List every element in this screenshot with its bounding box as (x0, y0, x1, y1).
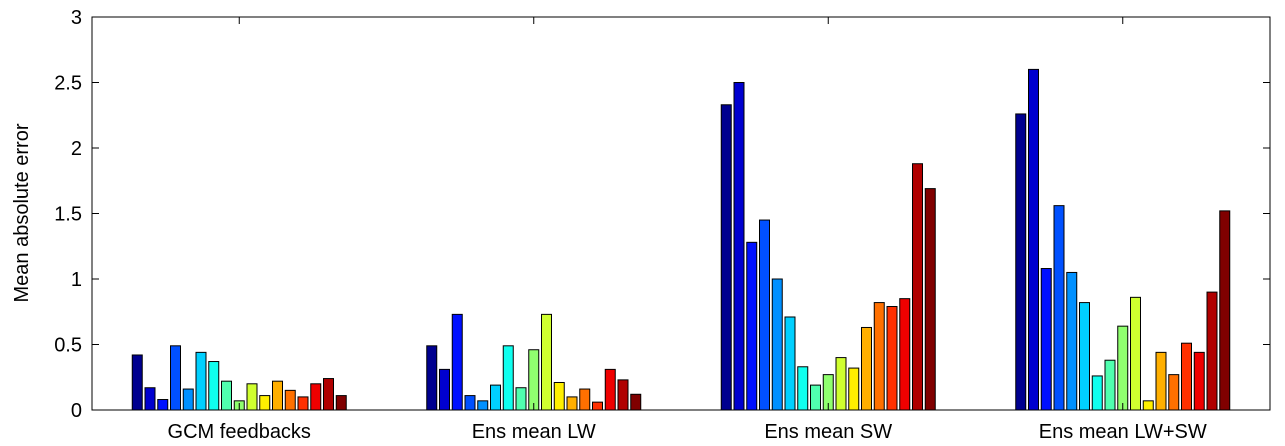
bar-1-4 (170, 345, 181, 411)
bar-1-5 (182, 388, 194, 411)
bar-3-10 (835, 357, 847, 411)
y-tick-label: 1 (71, 269, 82, 291)
bar-3-7 (797, 366, 809, 411)
bar-3-17 (924, 188, 936, 411)
bar-3-4 (759, 219, 770, 411)
bar-3-16 (912, 163, 923, 411)
bar-3-1 (720, 104, 732, 411)
bar-1-12 (272, 380, 283, 411)
bar-3-14 (886, 306, 898, 411)
ticks-group: GCM feedbacks Ens mean LW Ens mean SW Ens m… (54, 7, 1270, 443)
bar-2-3 (451, 313, 463, 411)
bar-1-8 (221, 380, 232, 411)
bar-3-3 (746, 241, 758, 411)
y-tick-label: 0 (71, 400, 82, 422)
bar-2-17 (630, 393, 642, 411)
bar-3-8 (810, 384, 821, 411)
bar-4-15 (1193, 351, 1205, 411)
bar-4-5 (1066, 271, 1078, 411)
bar-3-5 (771, 278, 783, 411)
bar-4-14 (1181, 342, 1192, 411)
bar-4-3 (1040, 268, 1052, 411)
bar-2-4 (464, 395, 476, 411)
bar-3-6 (784, 316, 796, 411)
y-tick-label: 0.5 (54, 335, 82, 357)
bar-1-7 (208, 361, 220, 411)
bar-4-13 (1168, 374, 1180, 411)
y-tick-label: 2.5 (54, 73, 82, 95)
bar-3-2 (733, 82, 745, 411)
bar-4-4 (1053, 205, 1065, 411)
bar-2-1 (426, 345, 438, 411)
bar-2-11 (553, 381, 565, 411)
bar-2-8 (515, 387, 527, 411)
bar-3-12 (861, 326, 872, 411)
bar-1-2 (144, 387, 156, 411)
bar-1-11 (259, 395, 271, 411)
bar-4-2 (1028, 68, 1039, 411)
bar-1-6 (195, 351, 207, 411)
bar-1-3 (157, 399, 169, 411)
bar-4-12 (1155, 351, 1167, 411)
x-tick-label: GCM feedbacks (168, 421, 311, 443)
x-tick-label: Ens mean SW (764, 421, 892, 443)
bar-2-7 (502, 345, 514, 411)
bar-2-10 (541, 313, 552, 411)
x-tick-label: Ens mean LW+SW (1039, 421, 1207, 443)
bar-1-14 (297, 396, 309, 411)
bar-2-6 (490, 384, 501, 411)
bar-2-12 (566, 396, 578, 411)
bar-4-17 (1219, 210, 1231, 411)
plot-frame (91, 16, 1271, 411)
bar-2-2 (439, 368, 450, 411)
bar-1-10 (246, 383, 258, 411)
bar-3-15 (899, 298, 911, 411)
bar-4-1 (1015, 113, 1027, 411)
bar-3-11 (848, 367, 860, 411)
y-tick-label: 1.5 (54, 204, 82, 226)
bar-1-15 (310, 383, 322, 411)
y-axis-label: Mean absolute error (11, 123, 33, 302)
bar-4-6 (1079, 302, 1090, 411)
bar-4-8 (1104, 359, 1116, 411)
bars-group (131, 68, 1231, 411)
y-tick-label: 3 (71, 7, 82, 29)
bar-4-11 (1142, 400, 1154, 411)
bar-2-16 (617, 379, 629, 411)
bar-2-13 (579, 388, 591, 411)
bar-4-7 (1091, 375, 1103, 411)
bar-1-1 (131, 354, 143, 411)
bar-4-16 (1206, 291, 1218, 411)
bar-2-5 (477, 400, 489, 411)
bar-1-16 (323, 378, 334, 411)
y-tick-label: 2 (71, 138, 82, 160)
bar-4-10 (1130, 296, 1141, 411)
bar-2-9 (528, 349, 540, 411)
bar-2-14 (592, 401, 603, 411)
x-tick-label: Ens mean LW (472, 421, 596, 443)
bar-4-9 (1117, 325, 1129, 411)
bar-3-13 (873, 302, 885, 411)
bar-1-13 (284, 389, 296, 411)
bar-1-17 (335, 395, 347, 411)
bar-2-15 (604, 368, 616, 411)
